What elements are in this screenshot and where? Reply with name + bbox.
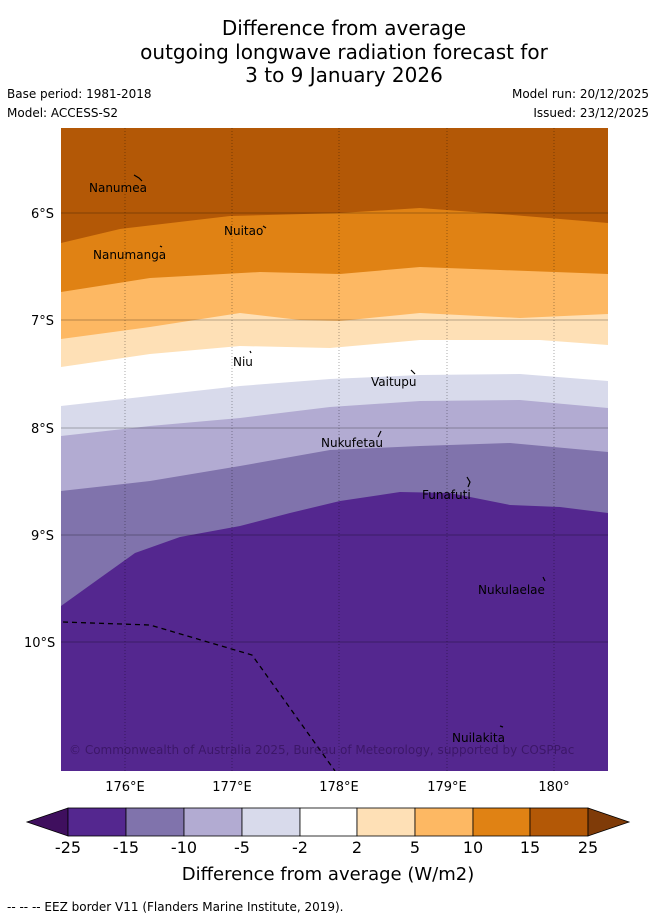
colorbar-tick-2: 2 xyxy=(352,838,362,857)
island-nuitao-outline xyxy=(262,225,267,229)
colorbar-tick-minus5: -5 xyxy=(234,838,250,857)
colorbar-tick-5: 5 xyxy=(410,838,420,857)
label-vaitupu: Vaitupu xyxy=(371,375,417,389)
label-niu: Niu xyxy=(233,355,253,369)
island-outlines xyxy=(133,174,546,728)
colorbar-ticks: -25 -15 -10 -5 -2 2 5 10 15 25 xyxy=(55,838,598,857)
axis-labels: 6°S 7°S 8°S 9°S 10°S 176°E 177°E 178°E 1… xyxy=(24,207,570,795)
island-nukulaelae-outline xyxy=(542,576,546,582)
island-vaitupu-outline xyxy=(410,369,416,375)
label-nanumanga: Nanumanga xyxy=(93,248,166,262)
model-name: Model: ACCESS-S2 xyxy=(7,106,119,120)
label-nukufetau: Nukufetau xyxy=(321,436,383,450)
eez-border xyxy=(62,621,336,771)
x-tick-178e: 178°E xyxy=(319,780,359,795)
map-title: Difference from average outgoing longwav… xyxy=(0,16,655,88)
colorbar-segment-5 xyxy=(414,807,474,837)
colorbar-segment-minus5 xyxy=(241,807,301,837)
title-line-3: 3 to 9 January 2026 xyxy=(245,63,443,87)
model-run: Model run: 20/12/2025 xyxy=(511,87,649,101)
colorbar-segment-minus15 xyxy=(125,807,185,837)
graticule xyxy=(61,128,608,771)
colorbar-tick-10: 10 xyxy=(463,838,483,857)
label-nanumea: Nanumea xyxy=(89,181,147,195)
y-tick-6s: 6°S xyxy=(31,207,54,222)
label-nuilakita: Nuilakita xyxy=(452,731,505,745)
island-niu-outline xyxy=(249,350,252,354)
place-labels: Nanumea Nuitao Nanumanga Niu Vaitupu Nuk… xyxy=(89,181,545,745)
colorbar-tick-minus10: -10 xyxy=(171,838,197,857)
olr-anomaly-field: Nanumea Nuitao Nanumanga Niu Vaitupu Nuk… xyxy=(61,128,608,771)
y-tick-9s: 9°S xyxy=(31,529,54,544)
colorbar-segment-2 xyxy=(356,807,416,837)
y-tick-7s: 7°S xyxy=(31,314,54,329)
title-line-2: outgoing longwave radiation forecast for xyxy=(140,39,548,64)
colorbar-segment-minus10 xyxy=(183,807,243,837)
colorbar-segment-15 xyxy=(529,807,589,837)
x-tick-176e: 176°E xyxy=(105,780,145,795)
copyright-notice: © Commonwealth of Australia 2025, Bureau… xyxy=(69,743,574,757)
island-nukufetau-outline xyxy=(377,430,382,438)
colorbar-tick-15: 15 xyxy=(520,838,540,857)
x-tick-179e: 179°E xyxy=(427,780,467,795)
label-nuitao: Nuitao xyxy=(224,224,263,238)
island-nanumea-outline xyxy=(133,174,143,182)
colorbar-tick-minus15: -15 xyxy=(113,838,139,857)
colorbar-segment-minus2 xyxy=(299,807,358,837)
y-tick-8s: 8°S xyxy=(31,422,54,437)
island-nuilakita-outline xyxy=(499,725,504,728)
colorbar-segment-minus25 xyxy=(67,807,127,837)
title-line-1: Difference from average xyxy=(221,16,467,40)
base-period: Base period: 1981-2018 xyxy=(7,87,152,101)
colorbar-extend-high xyxy=(587,807,631,837)
colorbar-segment-10 xyxy=(472,807,531,837)
issued-date: Issued: 23/12/2025 xyxy=(533,106,649,120)
colorbar-extend-low xyxy=(25,807,69,837)
colorbar xyxy=(25,807,631,837)
colorbar-tick-minus25: -25 xyxy=(55,838,81,857)
colorbar-tick-25: 25 xyxy=(578,838,598,857)
y-tick-10s: 10°S xyxy=(24,636,55,651)
label-funafuti: Funafuti xyxy=(422,488,471,502)
eez-legend: -- -- -- EEZ border V11 (Flanders Marine… xyxy=(7,900,344,914)
island-funafuti-outline xyxy=(466,476,471,488)
label-nukulaelae: Nukulaelae xyxy=(478,583,545,597)
x-tick-180: 180° xyxy=(538,780,569,795)
band-minus25-to-minus15 xyxy=(61,492,608,771)
island-nanumanga-outline xyxy=(159,245,163,248)
x-tick-177e: 177°E xyxy=(212,780,252,795)
colorbar-tick-minus2: -2 xyxy=(292,838,308,857)
colorbar-label: Difference from average (W/m2) xyxy=(182,864,474,885)
